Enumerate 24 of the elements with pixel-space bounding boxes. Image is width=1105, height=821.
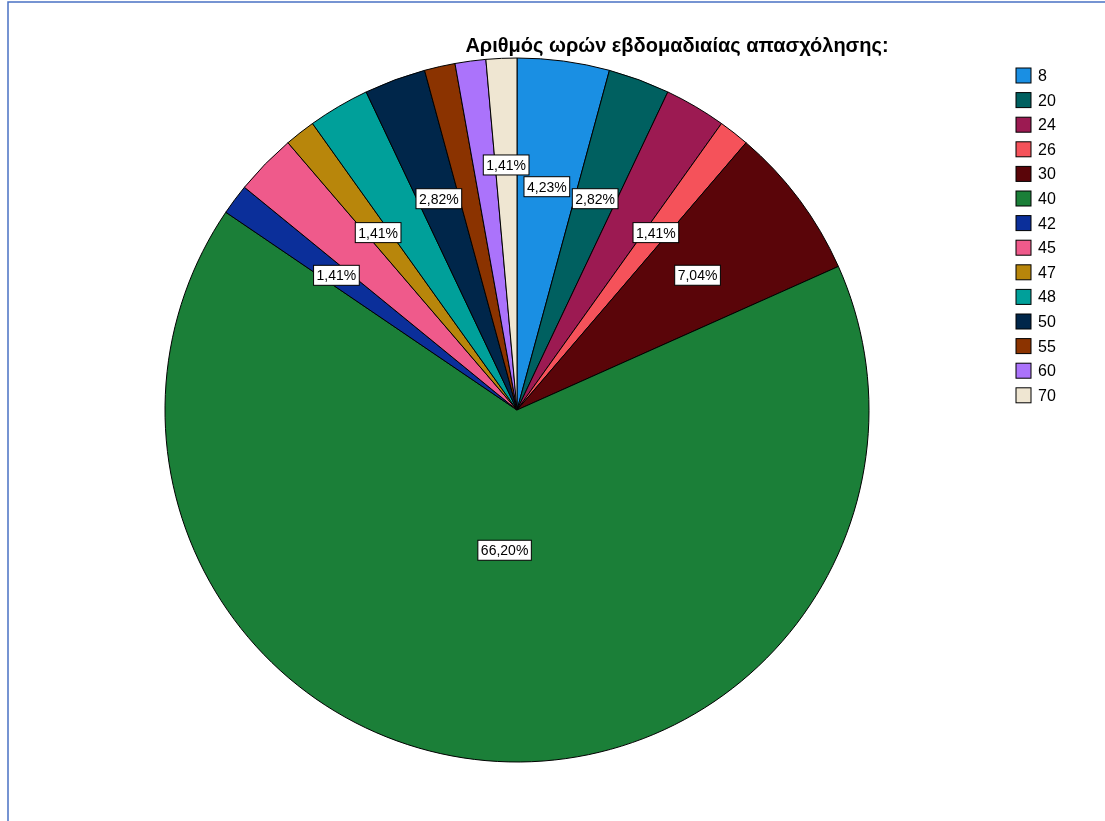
data-label: 1,41% (486, 156, 526, 173)
legend-label: 70 (1038, 386, 1056, 404)
legend-label: 45 (1038, 239, 1056, 257)
data-label: 4,23% (526, 178, 567, 195)
legend-label: 30 (1038, 165, 1056, 183)
legend-label: 48 (1038, 288, 1056, 306)
legend-label: 42 (1038, 214, 1056, 232)
data-label: 1,41% (316, 267, 357, 284)
data-label: 66,20% (480, 542, 529, 559)
legend-label: 26 (1038, 140, 1056, 158)
data-label: 1,41% (358, 224, 398, 241)
legend-label: 8 (1038, 67, 1047, 84)
legend-label: 40 (1038, 190, 1056, 207)
legend-label: 50 (1038, 313, 1056, 330)
data-label: 2,82% (419, 190, 459, 207)
legend-label: 55 (1038, 337, 1056, 355)
chart-title: Αριθμός ωρών εβδομαδιαίας απασχόλησης: (465, 34, 889, 56)
legend-label: 24 (1038, 116, 1056, 134)
legend-label: 60 (1038, 362, 1056, 380)
data-label: 1,41% (636, 224, 676, 241)
data-label: 7,04% (677, 267, 718, 284)
legend-label: 47 (1038, 263, 1056, 281)
data-label: 2,82% (575, 190, 615, 207)
legend-label: 20 (1038, 91, 1056, 109)
